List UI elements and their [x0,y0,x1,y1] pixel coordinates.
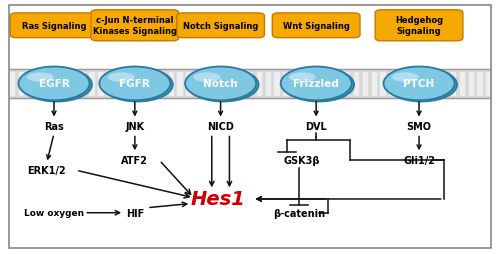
Bar [468,72,473,96]
Ellipse shape [108,73,134,83]
Text: c-Jun N-terminal
Kinases Signaling: c-Jun N-terminal Kinases Signaling [93,16,177,36]
FancyBboxPatch shape [375,11,463,42]
Bar [336,72,340,96]
Ellipse shape [100,67,170,101]
Bar [195,72,200,96]
Text: EGFR: EGFR [38,79,70,89]
Text: FGFR: FGFR [120,79,150,89]
Text: ERK1/2: ERK1/2 [28,166,66,176]
Bar [274,72,279,96]
Text: JNK: JNK [126,122,144,132]
Bar [10,72,14,96]
Ellipse shape [283,69,354,102]
Text: Ras: Ras [44,122,64,132]
Ellipse shape [185,67,256,101]
Bar [451,72,456,96]
Text: DVL: DVL [306,122,327,132]
Bar [434,72,438,96]
Bar [63,72,67,96]
Bar [18,72,23,96]
Ellipse shape [27,73,54,83]
Text: Gli1/2: Gli1/2 [403,156,435,166]
Text: Wnt Signaling: Wnt Signaling [282,22,350,31]
Text: SMO: SMO [406,122,432,132]
Ellipse shape [384,67,454,101]
Ellipse shape [18,67,90,101]
Bar [460,72,464,96]
Bar [310,72,314,96]
Ellipse shape [386,69,457,102]
Bar [80,72,85,96]
FancyBboxPatch shape [176,14,264,39]
Bar [107,72,112,96]
Bar [90,72,94,96]
Text: Ras Signaling: Ras Signaling [22,22,86,31]
Bar [478,72,482,96]
Text: Notch: Notch [204,79,238,89]
Bar [213,72,217,96]
Bar [28,72,32,96]
Bar [134,72,138,96]
Bar [486,72,490,96]
Ellipse shape [392,73,419,83]
Ellipse shape [194,73,220,83]
Bar [54,72,58,96]
Bar [178,72,182,96]
Text: Hedgehog
Signaling: Hedgehog Signaling [395,16,443,36]
Bar [151,72,156,96]
Bar [257,72,262,96]
Bar [36,72,41,96]
Bar [292,72,296,96]
Bar [168,72,173,96]
Bar [354,72,358,96]
Bar [318,72,323,96]
Bar [239,72,244,96]
Text: Notch Signaling: Notch Signaling [183,22,258,31]
Bar [124,72,129,96]
Bar [345,72,350,96]
Bar [424,72,429,96]
Text: PTCH: PTCH [404,79,434,89]
Ellipse shape [289,73,316,83]
Text: Frizzled: Frizzled [294,79,339,89]
Ellipse shape [280,67,351,101]
Bar [45,72,50,96]
Text: NICD: NICD [207,122,234,132]
Text: HIF: HIF [126,208,144,218]
Text: β-catenin: β-catenin [273,208,325,218]
Bar [372,72,376,96]
Bar [266,72,270,96]
Bar [407,72,411,96]
Bar [116,72,120,96]
Bar [230,72,235,96]
Bar [248,72,252,96]
Bar [362,72,367,96]
Text: GSK3β: GSK3β [283,156,320,166]
Bar [442,72,446,96]
Bar [186,72,190,96]
Bar [416,72,420,96]
Bar [398,72,402,96]
FancyBboxPatch shape [272,14,360,39]
Bar [301,72,306,96]
Bar [142,72,146,96]
Text: Low oxygen: Low oxygen [24,208,84,217]
Ellipse shape [21,69,92,102]
Ellipse shape [102,69,173,102]
Ellipse shape [188,69,258,102]
Bar [328,72,332,96]
Bar [389,72,394,96]
FancyBboxPatch shape [10,14,98,39]
Bar [10,70,490,98]
Text: Hes1: Hes1 [190,190,246,209]
FancyBboxPatch shape [91,11,178,42]
Bar [204,72,208,96]
Bar [72,72,76,96]
Bar [222,72,226,96]
Bar [380,72,384,96]
Bar [98,72,102,96]
Bar [160,72,164,96]
Bar [284,72,288,96]
Text: ATF2: ATF2 [122,156,148,166]
